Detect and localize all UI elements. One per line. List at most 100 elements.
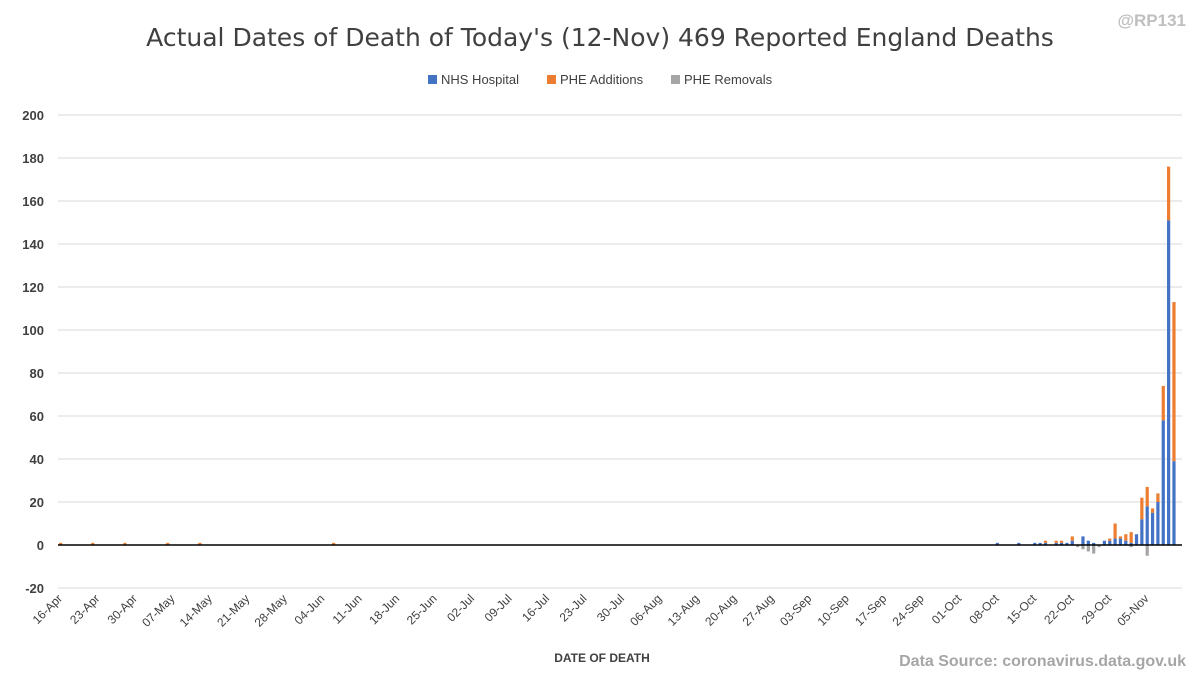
y-tick-label: 180 bbox=[22, 151, 44, 166]
x-tick-label: 16-Apr bbox=[30, 591, 65, 626]
bar-nhs-hospital bbox=[1113, 538, 1117, 545]
bar-phe-additions bbox=[1070, 536, 1074, 541]
bar-nhs-hospital bbox=[1161, 420, 1165, 545]
x-tick-label: 18-Jun bbox=[366, 591, 402, 627]
x-tick-label: 29-Oct bbox=[1079, 591, 1115, 627]
bar-phe-additions bbox=[1043, 540, 1048, 543]
y-axis-ticks: -20 0 20 40 60 80 100 120 140 160 180 200 bbox=[22, 108, 44, 596]
bar-nhs-hospital bbox=[1124, 540, 1128, 545]
bar-phe-additions bbox=[59, 542, 63, 545]
x-tick-label: 15-Oct bbox=[1004, 591, 1040, 627]
x-tick-label: 07-May bbox=[139, 591, 177, 629]
y-tick-label: 40 bbox=[30, 452, 44, 467]
bar-nhs-hospital bbox=[1081, 536, 1085, 545]
legend-swatch-phe-removals bbox=[671, 75, 680, 84]
bar-nhs-hospital bbox=[1172, 461, 1176, 545]
bar-phe-additions bbox=[1118, 536, 1123, 539]
bar-nhs-hospital bbox=[1059, 542, 1064, 545]
x-tick-label: 08-Oct bbox=[966, 591, 1002, 627]
y-tick-label: 140 bbox=[22, 237, 44, 252]
bars bbox=[59, 166, 1176, 556]
x-tick-label: 21-May bbox=[214, 591, 252, 629]
chart-title: Actual Dates of Death of Today's (12-Nov… bbox=[146, 23, 1054, 52]
x-tick-label: 30-Apr bbox=[105, 591, 140, 626]
bar-phe-removals bbox=[1092, 545, 1096, 554]
x-tick-label: 13-Aug bbox=[665, 591, 702, 628]
x-tick-label: 20-Aug bbox=[702, 591, 739, 628]
y-tick-label: 120 bbox=[22, 280, 44, 295]
bar-nhs-hospital bbox=[1145, 506, 1149, 545]
bar-phe-additions bbox=[1172, 302, 1176, 462]
bar-phe-additions bbox=[166, 542, 170, 545]
x-tick-label: 22-Oct bbox=[1041, 591, 1077, 627]
bar-nhs-hospital bbox=[1134, 534, 1139, 545]
legend-swatch-phe-additions bbox=[547, 75, 556, 84]
y-tick-label: 100 bbox=[22, 323, 44, 338]
x-tick-label: 25-Jun bbox=[404, 591, 440, 627]
x-tick-label: 30-Jul bbox=[594, 591, 627, 624]
bar-nhs-hospital bbox=[1167, 220, 1171, 545]
bar-nhs-hospital bbox=[1092, 542, 1096, 545]
bar-nhs-hospital bbox=[1156, 502, 1160, 545]
bar-nhs-hospital bbox=[995, 542, 999, 545]
legend: NHS Hospital PHE Additions PHE Removals bbox=[428, 72, 773, 87]
bar-phe-removals bbox=[1145, 545, 1149, 556]
x-axis-ticks: 16-Apr 23-Apr 30-Apr 07-May 14-May 21-May 28-M… bbox=[30, 591, 1152, 630]
bar-phe-removals bbox=[1097, 545, 1101, 548]
x-tick-label: 27-Aug bbox=[740, 591, 777, 628]
bar-nhs-hospital bbox=[1054, 542, 1058, 545]
x-tick-label: 03-Sep bbox=[777, 591, 814, 628]
x-tick-label: 05-Nov bbox=[1114, 591, 1151, 628]
x-tick-label: 11-Jun bbox=[330, 591, 365, 626]
y-tick-label: 60 bbox=[30, 409, 44, 424]
y-tick-label: 200 bbox=[22, 108, 44, 123]
bar-phe-additions bbox=[1161, 385, 1165, 421]
bar-nhs-hospital bbox=[1038, 542, 1042, 545]
bar-nhs-hospital bbox=[1129, 542, 1133, 545]
bar-nhs-hospital bbox=[1065, 542, 1069, 545]
bar-nhs-hospital bbox=[1108, 540, 1112, 545]
x-tick-label: 16-Jul bbox=[519, 591, 552, 624]
x-tick-label: 10-Sep bbox=[815, 591, 852, 628]
y-tick-label: 20 bbox=[30, 495, 44, 510]
bar-nhs-hospital bbox=[1033, 542, 1037, 545]
data-source: Data Source: coronavirus.data.gov.uk bbox=[899, 653, 1186, 670]
bar-nhs-hospital bbox=[1102, 540, 1106, 545]
y-tick-label: 0 bbox=[37, 538, 44, 553]
bar-phe-additions bbox=[1059, 540, 1064, 543]
x-tick-label: 28-May bbox=[252, 591, 290, 629]
legend-swatch-nhs-hospital bbox=[428, 75, 437, 84]
x-tick-label: 01-Oct bbox=[929, 591, 965, 627]
legend-label-phe-additions: PHE Additions bbox=[560, 72, 644, 87]
bar-phe-additions bbox=[1140, 497, 1144, 520]
y-tick-label: 80 bbox=[30, 366, 44, 381]
legend-label-phe-removals: PHE Removals bbox=[684, 72, 773, 87]
y-tick-label: -20 bbox=[25, 581, 44, 596]
gridlines bbox=[58, 114, 1182, 589]
bar-phe-additions bbox=[1129, 532, 1133, 543]
bar-phe-additions bbox=[1156, 493, 1160, 502]
bar-phe-additions bbox=[123, 542, 127, 545]
x-tick-label: 09-Jul bbox=[482, 591, 515, 624]
bar-phe-additions bbox=[91, 542, 95, 545]
bar-phe-removals bbox=[1076, 545, 1080, 548]
bar-nhs-hospital bbox=[1086, 540, 1090, 545]
bar-phe-additions bbox=[1124, 534, 1128, 541]
bar-phe-additions bbox=[1167, 166, 1171, 221]
bar-nhs-hospital bbox=[1043, 542, 1048, 545]
bar-phe-additions bbox=[1113, 523, 1117, 539]
bar-phe-removals bbox=[1086, 545, 1090, 552]
bar-phe-additions bbox=[1145, 486, 1149, 507]
bar-nhs-hospital bbox=[1140, 519, 1144, 545]
bar-phe-removals bbox=[1081, 545, 1085, 550]
bar-nhs-hospital bbox=[1070, 540, 1074, 545]
bar-nhs-hospital bbox=[1150, 512, 1155, 545]
legend-label-nhs-hospital: NHS Hospital bbox=[441, 72, 519, 87]
bar-phe-additions bbox=[198, 542, 202, 545]
author-handle: @RP131 bbox=[1117, 11, 1186, 30]
x-tick-label: 23-Apr bbox=[67, 591, 102, 626]
bar-phe-additions bbox=[1108, 538, 1112, 541]
bar-phe-additions bbox=[1054, 540, 1058, 543]
y-tick-label: 160 bbox=[22, 194, 44, 209]
